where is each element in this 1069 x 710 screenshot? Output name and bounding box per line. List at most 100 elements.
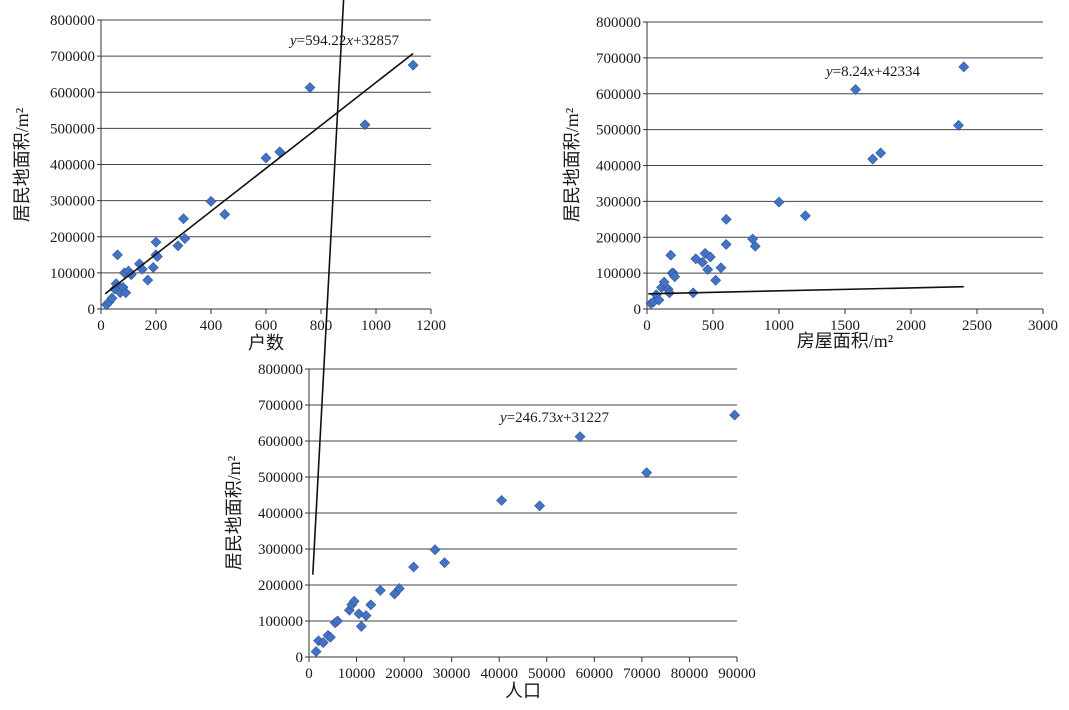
data-point (407, 59, 419, 71)
data-point (360, 610, 372, 622)
y-axis-title: 居民地面积/m² (224, 456, 244, 570)
x-tick-label: 2500 (962, 318, 992, 334)
y-tick-label: 500000 (50, 121, 95, 137)
y-tick-label: 800000 (50, 13, 95, 29)
y-tick-label: 0 (88, 302, 96, 318)
data-point (534, 500, 546, 512)
y-tick-label: 100000 (258, 614, 303, 630)
y-tick-label: 500000 (596, 123, 641, 139)
x-tick-label: 0 (643, 318, 651, 334)
data-point (574, 431, 586, 443)
data-point (439, 557, 450, 569)
x-tick-label: 0 (305, 666, 313, 682)
data-point (359, 119, 371, 131)
data-point (641, 467, 653, 479)
data-point (697, 256, 708, 268)
x-axis-title: 房屋面积/m² (797, 331, 893, 351)
y-tick-label: 0 (296, 650, 304, 666)
data-point (429, 544, 441, 556)
y-tick-label: 800000 (596, 15, 641, 31)
data-point (867, 153, 879, 165)
data-point (205, 195, 217, 207)
chart-population: 0100000200000300000400000500000600000700… (224, 0, 756, 701)
y-tick-label: 300000 (50, 194, 95, 210)
data-point (653, 294, 665, 306)
x-tick-label: 20000 (385, 666, 423, 682)
data-point (310, 646, 322, 658)
data-point (749, 240, 761, 252)
y-tick-label: 600000 (50, 85, 95, 101)
y-tick-label: 800000 (258, 362, 303, 378)
data-point (179, 233, 191, 244)
data-point (172, 240, 184, 252)
x-tick-label: 70000 (623, 666, 661, 682)
regression-equation: y=594.22x+32857 (288, 33, 400, 49)
data-point (850, 84, 861, 95)
data-point (142, 274, 154, 286)
x-tick-label: 30000 (433, 666, 471, 682)
x-tick-label: 1000 (764, 318, 794, 334)
y-tick-label: 500000 (258, 470, 303, 486)
regression-equation: y=246.73x+31227 (498, 410, 610, 426)
trend-line (104, 52, 414, 295)
data-point (496, 494, 508, 506)
y-tick-label: 200000 (258, 578, 303, 594)
x-tick-label: 1000 (361, 318, 391, 334)
data-point (715, 262, 727, 274)
y-axis-title: 居民地面积/m² (562, 108, 582, 222)
data-point (665, 249, 677, 261)
x-tick-label: 0 (97, 318, 105, 334)
data-point (374, 584, 386, 596)
y-tick-label: 300000 (258, 542, 303, 558)
data-point (150, 236, 162, 248)
y-tick-label: 700000 (596, 51, 641, 67)
chart-households: 0 100000 200000 300000 400000 500000 600000 700… (12, 13, 446, 353)
data-point (260, 152, 272, 164)
x-tick-label: 200 (145, 318, 168, 334)
data-point (178, 213, 189, 225)
x-tick-label: 800 (310, 318, 333, 334)
trend-line (648, 285, 964, 295)
data-point (704, 251, 716, 263)
data-point (729, 409, 741, 421)
x-tick-label: 3000 (1028, 318, 1058, 334)
data-point (669, 271, 681, 283)
x-tick-label: 400 (200, 318, 223, 334)
data-point (799, 210, 811, 222)
data-point (324, 631, 336, 643)
y-tick-label: 100000 (50, 266, 95, 282)
data-point (317, 637, 329, 649)
x-tick-label: 90000 (718, 666, 756, 682)
data-point (958, 61, 970, 73)
y-tick-label: 400000 (50, 158, 95, 174)
x-tick-label: 600 (255, 318, 278, 334)
data-point (120, 287, 132, 299)
x-tick-label: 1200 (416, 318, 446, 334)
data-point (875, 147, 887, 159)
y-tick-label: 700000 (258, 398, 303, 414)
y-tick-label: 600000 (596, 87, 641, 103)
y-axis-title: 居民地面积/m² (12, 108, 32, 222)
x-tick-label: 1500 (830, 318, 860, 334)
y-tick-label: 200000 (596, 230, 641, 246)
data-point (408, 561, 420, 573)
data-point (332, 615, 343, 627)
x-tick-label: 50000 (528, 666, 566, 682)
data-point (355, 620, 367, 632)
data-point (304, 82, 316, 93)
data-point (219, 208, 231, 220)
data-point (365, 599, 377, 611)
x-tick-label: 500 (702, 318, 725, 334)
data-point (773, 196, 785, 208)
x-axis-title: 人口 (505, 681, 541, 701)
y-tick-label: 200000 (50, 230, 95, 246)
data-point (720, 213, 732, 225)
x-tick-label: 2000 (896, 318, 926, 334)
y-tick-label: 400000 (258, 506, 303, 522)
chart-house-area: 0 100000 200000 300000 400000 500000 600000 700… (562, 15, 1058, 351)
data-point (348, 595, 360, 607)
y-tick-label: 300000 (596, 194, 641, 210)
x-tick-label: 80000 (671, 666, 709, 682)
data-point (720, 239, 732, 250)
